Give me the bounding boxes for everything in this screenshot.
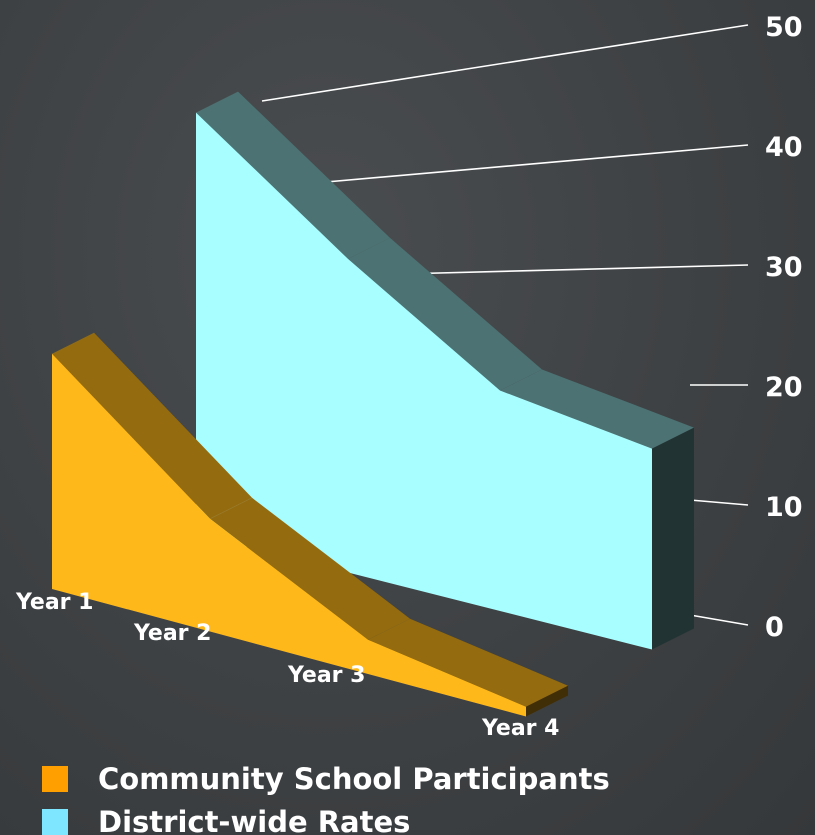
y-tick-label: 20 xyxy=(765,372,803,403)
y-tick-label: 30 xyxy=(765,252,803,283)
x-category-label: Year 4 xyxy=(481,716,560,741)
gridline xyxy=(261,24,749,102)
series-top-face xyxy=(500,369,694,449)
legend-swatch-community xyxy=(42,766,68,792)
y-tick-label: 50 xyxy=(765,12,803,43)
legend-label-district: District-wide Rates xyxy=(98,805,411,835)
series-top-face xyxy=(52,332,252,519)
series-layer xyxy=(51,91,694,717)
x-category-labels: Year 1 Year 2 Year 3 Year 4 xyxy=(15,590,560,741)
series-top-face xyxy=(196,91,390,259)
series-front-face xyxy=(196,112,652,650)
legend-label-community: Community School Participants xyxy=(98,762,610,796)
series-side-face xyxy=(652,427,694,650)
y-tick-label: 40 xyxy=(765,132,803,163)
x-category-label: Year 3 xyxy=(287,663,366,688)
series-top-face xyxy=(210,497,410,640)
gridline xyxy=(399,264,749,275)
gridline xyxy=(291,144,749,186)
series-side-face xyxy=(526,685,568,717)
legend-swatch-district xyxy=(42,809,68,835)
series-front-face xyxy=(52,353,526,717)
legend-item-district: District-wide Rates xyxy=(42,805,410,835)
gridline xyxy=(689,614,749,626)
series-top-face xyxy=(368,618,568,707)
series-1 xyxy=(195,91,694,650)
gridlines xyxy=(261,24,749,626)
y-tick-labels: 0 10 20 30 40 50 xyxy=(765,12,803,643)
series-top-face xyxy=(348,237,542,391)
x-category-label: Year 2 xyxy=(133,621,212,646)
y-tick-label: 0 xyxy=(765,612,784,643)
y-tick-label: 10 xyxy=(765,492,803,523)
series-0 xyxy=(51,332,568,717)
x-category-label: Year 1 xyxy=(15,590,94,615)
gridline xyxy=(689,499,749,506)
legend-item-community: Community School Participants xyxy=(42,762,610,796)
